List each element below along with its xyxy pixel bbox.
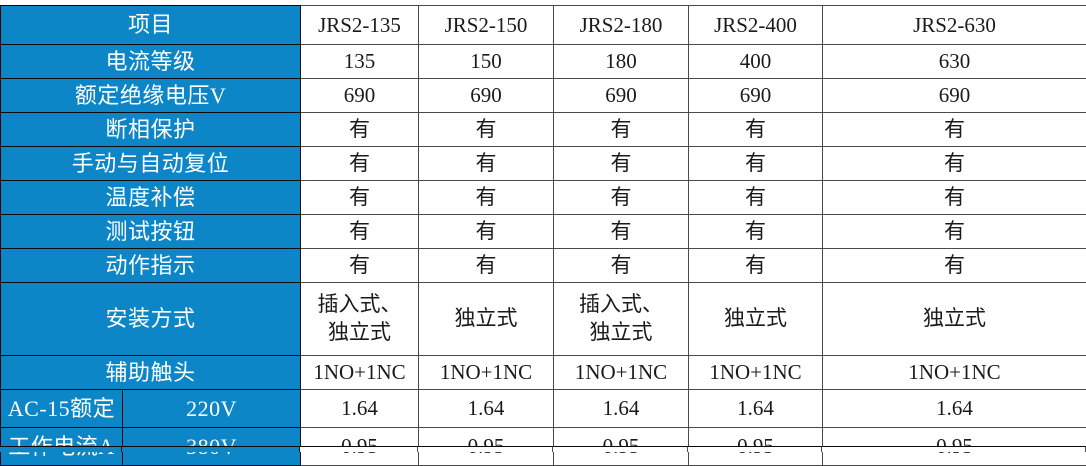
clipped-next-row <box>0 446 1086 452</box>
row-label-temperature-compensation: 温度补偿 <box>1 181 301 215</box>
clipped-cell <box>300 446 418 452</box>
cell-value: 有 <box>689 249 823 283</box>
row-label-ac15-rated-current-line1: AC-15额定 <box>1 390 123 428</box>
cell-value: 有 <box>419 249 554 283</box>
header-label-item: 项目 <box>1 6 301 45</box>
table-row: 电流等级 135 150 180 400 630 <box>1 45 1086 79</box>
row-label-manual-auto-reset: 手动与自动复位 <box>1 147 301 181</box>
specification-table-container: 项目 JRS2-135 JRS2-150 JRS2-180 JRS2-400 J… <box>0 0 1086 452</box>
cell-value: 630 <box>823 45 1086 79</box>
cell-value: 690 <box>554 79 689 113</box>
row-label-phase-loss-protection: 断相保护 <box>1 113 301 147</box>
cell-value: 有 <box>554 147 689 181</box>
cell-value: 插入式、 独立式 <box>301 283 419 356</box>
table-row: 额定绝缘电压V 690 690 690 690 690 <box>1 79 1086 113</box>
table-row: 测试按钮 有 有 有 有 有 <box>1 215 1086 249</box>
cell-value: 有 <box>301 147 419 181</box>
cell-value: 1NO+1NC <box>689 356 823 390</box>
table-row: 手动与自动复位 有 有 有 有 有 <box>1 147 1086 181</box>
cell-value: 690 <box>301 79 419 113</box>
cell-value: 1NO+1NC <box>823 356 1086 390</box>
cell-value: 有 <box>689 181 823 215</box>
cell-value: 135 <box>301 45 419 79</box>
cell-value: 有 <box>301 249 419 283</box>
cell-value: 1.64 <box>301 390 419 428</box>
clipped-cell <box>822 446 1086 452</box>
cell-value: 有 <box>301 181 419 215</box>
cell-value: 1.64 <box>823 390 1086 428</box>
cell-value: 有 <box>689 113 823 147</box>
table-row: 安装方式 插入式、 独立式 独立式 插入式、 独立式 独立式 独立式 <box>1 283 1086 356</box>
cell-value: 有 <box>689 215 823 249</box>
cell-value: 690 <box>823 79 1086 113</box>
cell-value: 1NO+1NC <box>554 356 689 390</box>
table-row: 辅助触头 1NO+1NC 1NO+1NC 1NO+1NC 1NO+1NC 1NO… <box>1 356 1086 390</box>
clipped-cell <box>122 446 300 452</box>
header-model-jrs2-180: JRS2-180 <box>554 6 689 45</box>
cell-value: 有 <box>419 113 554 147</box>
row-label-test-button: 测试按钮 <box>1 215 301 249</box>
cell-value: 独立式 <box>419 283 554 356</box>
cell-value: 独立式 <box>823 283 1086 356</box>
row-label-current-rating: 电流等级 <box>1 45 301 79</box>
sub-label-220v: 220V <box>123 390 301 428</box>
cell-value: 有 <box>419 181 554 215</box>
header-model-jrs2-135: JRS2-135 <box>301 6 419 45</box>
cell-value: 有 <box>823 215 1086 249</box>
cell-value: 有 <box>419 215 554 249</box>
cell-value: 有 <box>554 181 689 215</box>
cell-value: 1NO+1NC <box>301 356 419 390</box>
cell-value: 插入式、 独立式 <box>554 283 689 356</box>
row-label-trip-indication: 动作指示 <box>1 249 301 283</box>
table-row: AC-15额定 220V 1.64 1.64 1.64 1.64 1.64 <box>1 390 1086 428</box>
clipped-cell <box>0 446 122 452</box>
table-row: 断相保护 有 有 有 有 有 <box>1 113 1086 147</box>
cell-value: 有 <box>823 113 1086 147</box>
cell-value: 690 <box>419 79 554 113</box>
cell-value: 1.64 <box>554 390 689 428</box>
table-row: 动作指示 有 有 有 有 有 <box>1 249 1086 283</box>
cell-value: 150 <box>419 45 554 79</box>
cell-value: 1NO+1NC <box>419 356 554 390</box>
table-header-row: 项目 JRS2-135 JRS2-150 JRS2-180 JRS2-400 J… <box>1 6 1086 45</box>
header-model-jrs2-150: JRS2-150 <box>419 6 554 45</box>
cell-value: 有 <box>301 113 419 147</box>
cell-value: 有 <box>823 181 1086 215</box>
row-label-auxiliary-contact: 辅助触头 <box>1 356 301 390</box>
clipped-cell <box>418 446 553 452</box>
cell-value: 有 <box>689 147 823 181</box>
header-model-jrs2-630: JRS2-630 <box>823 6 1086 45</box>
cell-value: 180 <box>554 45 689 79</box>
cell-value: 有 <box>823 147 1086 181</box>
cell-value: 有 <box>301 215 419 249</box>
clipped-cell <box>553 446 688 452</box>
cell-value: 400 <box>689 45 823 79</box>
cell-value: 1.64 <box>419 390 554 428</box>
cell-value: 690 <box>689 79 823 113</box>
cell-value: 独立式 <box>689 283 823 356</box>
cell-value: 有 <box>419 147 554 181</box>
cell-value: 有 <box>823 249 1086 283</box>
header-model-jrs2-400: JRS2-400 <box>689 6 823 45</box>
cell-value: 有 <box>554 215 689 249</box>
row-label-rated-insulation-voltage: 额定绝缘电压V <box>1 79 301 113</box>
row-label-mounting-method: 安装方式 <box>1 283 301 356</box>
cell-value: 有 <box>554 249 689 283</box>
cell-value: 有 <box>554 113 689 147</box>
table-row: 温度补偿 有 有 有 有 有 <box>1 181 1086 215</box>
specification-table: 项目 JRS2-135 JRS2-150 JRS2-180 JRS2-400 J… <box>0 5 1086 466</box>
cell-value: 1.64 <box>689 390 823 428</box>
clipped-cell <box>688 446 822 452</box>
